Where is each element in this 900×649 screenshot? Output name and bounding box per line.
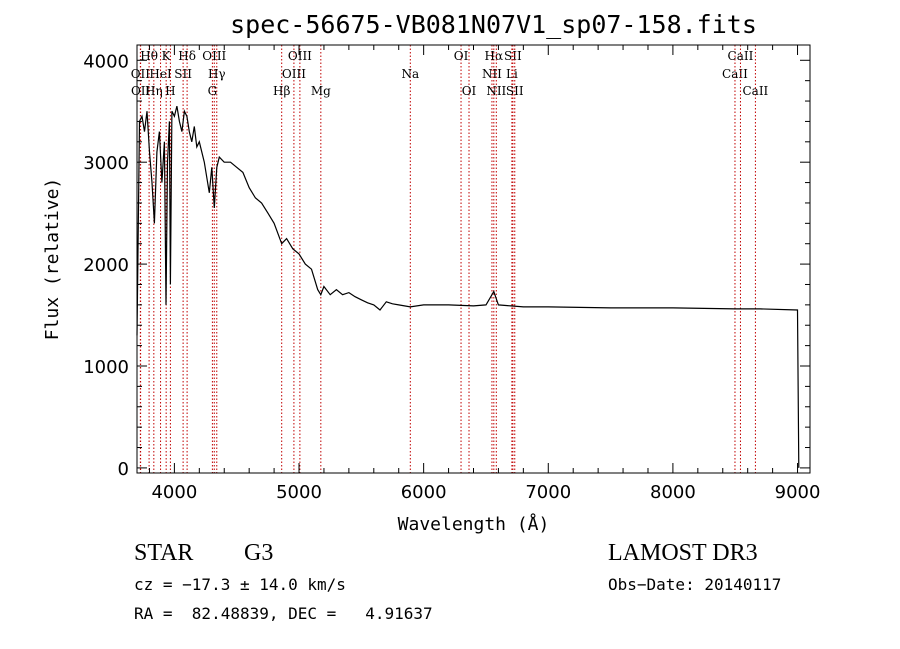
x-tick-label: 5000 — [276, 482, 322, 503]
y-axis-label: Flux (relative) — [42, 178, 63, 341]
spectral-line-label: OIII — [282, 67, 306, 81]
x-tick-label: 4000 — [151, 482, 197, 503]
object-subclass: G3 — [244, 540, 274, 566]
obs-date-text: Obs−Date: 20140117 — [608, 575, 782, 594]
y-tick-label: 1000 — [83, 357, 129, 378]
spectral-line-label: Hα — [485, 49, 504, 63]
chart-title: spec-56675-VB081N07V1_sp07-158.fits — [230, 10, 757, 39]
spectral-line-label: OIII — [202, 49, 226, 63]
spectral-line-label: Hθ — [140, 49, 158, 63]
spectral-line-label: NII — [482, 67, 502, 81]
x-axis-label: Wavelength (Å) — [398, 513, 550, 535]
redshift-text: cz = −17.3 ± 14.0 km/s — [134, 575, 346, 594]
series-line-flux — [136, 105, 800, 468]
spectral-line-label: Hη — [145, 84, 163, 98]
object-class: STAR — [134, 540, 194, 566]
spectral-line-label: CaII — [722, 67, 748, 81]
y-tick-label: 4000 — [83, 51, 129, 72]
x-tick-label: 7000 — [525, 482, 571, 503]
spectral-line-label: Hβ — [273, 84, 290, 98]
spectral-line-label: OII — [131, 84, 151, 98]
spectral-line-label: H — [165, 84, 175, 98]
spectral-line-label: OI — [462, 84, 477, 98]
x-tick-label: 6000 — [401, 482, 447, 503]
y-tick-label: 2000 — [83, 255, 129, 276]
spectral-line-label: K — [162, 49, 172, 63]
spectral-line-label: HeI — [149, 67, 172, 81]
spectral-line-label: NII — [486, 84, 506, 98]
survey-label: LAMOST DR3 — [608, 540, 758, 566]
x-tick-label: 9000 — [775, 482, 821, 503]
spectral-line-label: CaII — [728, 49, 754, 63]
y-tick-label: 3000 — [83, 153, 129, 174]
spectral-line-label: Na — [401, 67, 419, 81]
spectral-line-label: Hγ — [208, 67, 226, 81]
spectral-line-label: Hδ — [178, 49, 196, 63]
spectral-line-label: CaII — [742, 84, 768, 98]
spectral-line-label: Li — [506, 67, 518, 81]
x-tick-label: 8000 — [650, 482, 696, 503]
spectral-line-label: SII — [506, 84, 524, 98]
y-tick-label: 0 — [118, 459, 129, 480]
coordinates-text: RA = 82.48839, DEC = 4.91637 — [134, 604, 433, 623]
spectral-line-label: OI — [454, 49, 469, 63]
spectral-line-label: OIII — [288, 49, 312, 63]
spectral-line-label: Mg — [311, 84, 331, 98]
plot-frame — [136, 44, 811, 474]
spectral-line-label: SII — [174, 67, 192, 81]
spectral-line-label: G — [208, 84, 218, 98]
spectral-line-label: SII — [504, 49, 522, 63]
